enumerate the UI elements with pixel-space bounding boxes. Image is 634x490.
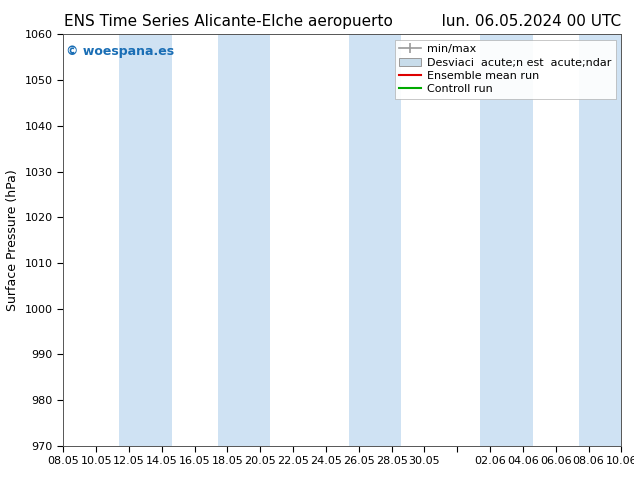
Bar (217, 34, 270, 446)
Bar (579, 34, 634, 446)
Bar (349, 34, 401, 446)
Title: ENS Time Series Alicante-Elche aeropuerto          lun. 06.05.2024 00 UTC: ENS Time Series Alicante-Elche aeropuert… (64, 14, 621, 29)
Bar (480, 34, 533, 446)
Text: © woespana.es: © woespana.es (66, 45, 174, 58)
Y-axis label: Surface Pressure (hPa): Surface Pressure (hPa) (6, 169, 19, 311)
Bar (119, 34, 172, 446)
Legend: min/max, Desviaci  acute;n est  acute;ndar, Ensemble mean run, Controll run: min/max, Desviaci acute;n est acute;ndar… (395, 40, 616, 99)
